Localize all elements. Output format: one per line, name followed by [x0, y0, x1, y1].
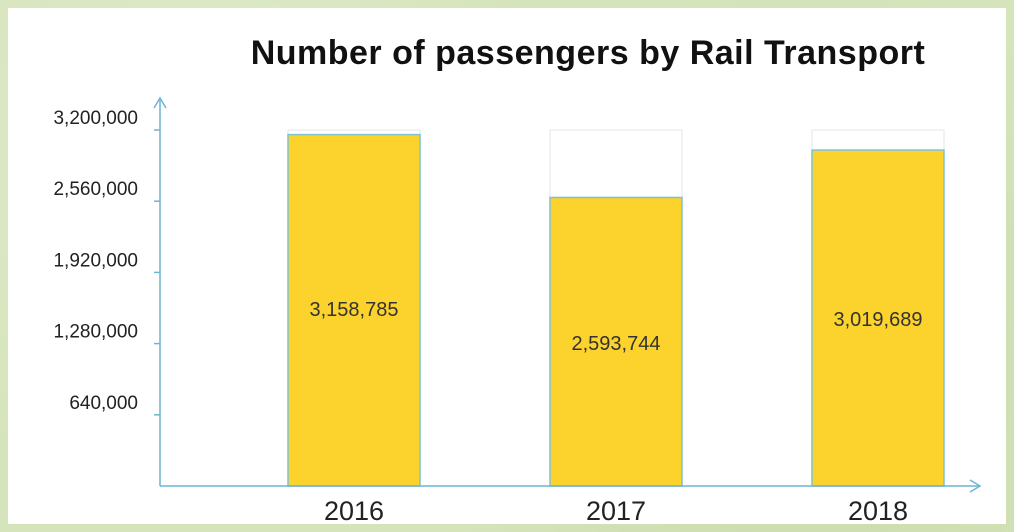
- y-tick-label: 3,200,000: [53, 108, 138, 129]
- y-tick-label: 640,000: [69, 393, 138, 414]
- data-label: 3,158,785: [310, 299, 399, 321]
- y-tick-label: 1,920,000: [53, 250, 138, 271]
- bar: [549, 196, 683, 487]
- bar-chart: 640,000 1,280,000 1,920,000 2,560,000 3,200,…: [53, 96, 982, 524]
- x-tick-label: 2018: [848, 496, 908, 524]
- y-tick-label: 1,280,000: [53, 322, 138, 343]
- x-axis-arrow-icon: [969, 479, 982, 493]
- bar: [287, 133, 421, 487]
- x-tick-label: 2016: [324, 496, 384, 524]
- data-label: 3,019,689: [834, 309, 923, 331]
- y-axis-arrow-icon: [153, 96, 167, 109]
- x-tick-label: 2017: [586, 496, 646, 524]
- chart-title: Number of passengers by Rail Transport: [250, 34, 926, 72]
- chart-panel: Number of passengers by Rail Transport 6…: [8, 8, 1006, 524]
- y-tick-label: 2,560,000: [53, 179, 138, 200]
- data-label: 2,593,744: [572, 333, 661, 355]
